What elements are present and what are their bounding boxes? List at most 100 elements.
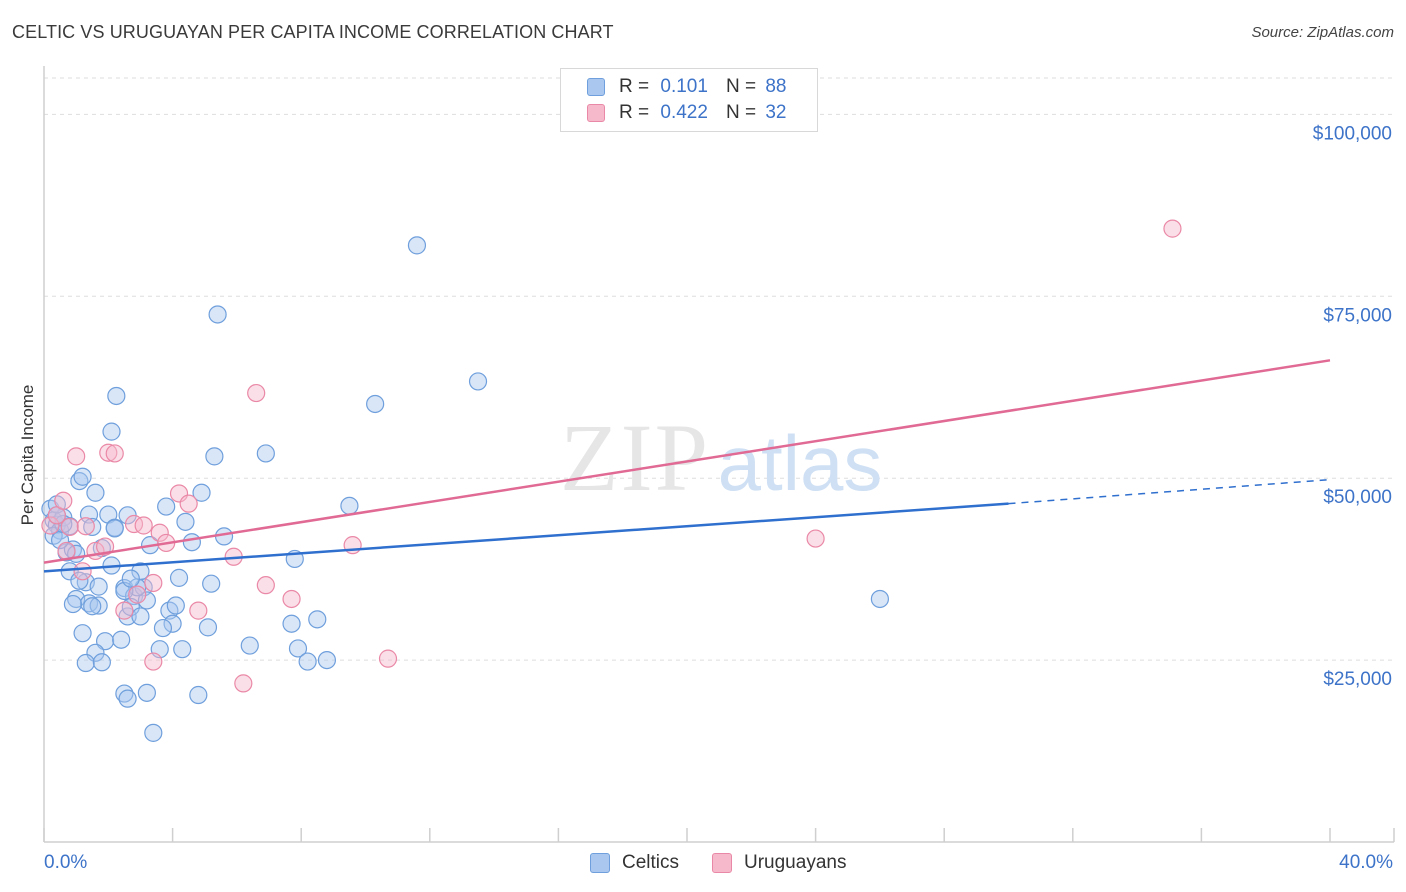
celtics-point-66 (118, 689, 137, 708)
celtics-point-20 (107, 386, 126, 406)
celtics-point-86 (89, 577, 108, 596)
celtics-point-62 (407, 236, 427, 255)
celtics-point-68 (189, 685, 208, 705)
uruguayans-point-7 (95, 537, 115, 556)
celtics-swatch (587, 78, 605, 96)
celtics-point-13 (73, 467, 92, 486)
celtics-point-63 (468, 372, 488, 391)
uruguayans-points (41, 219, 1182, 693)
uruguayans-point-23 (378, 649, 398, 668)
y-tick-label-3: $100,000 (1313, 123, 1392, 144)
uruguayans-point-8 (99, 443, 118, 462)
celtics-legend-label: Celtics (622, 852, 680, 873)
celtics-point-15 (86, 483, 105, 502)
celtics-point-73 (131, 562, 150, 581)
celtics-point-87 (121, 569, 140, 588)
uruguayans-point-29 (73, 562, 92, 581)
celtics-point-61 (366, 394, 385, 414)
celtics-point-30 (76, 653, 95, 673)
celtics-point-56 (288, 639, 308, 658)
uruguayans-point-19 (247, 383, 266, 403)
uruguayans-point-2 (54, 491, 73, 510)
uruguayans-point-28 (1163, 219, 1182, 238)
celtics-point-26 (89, 596, 108, 615)
celtics-r-label: R = (619, 76, 650, 97)
celtics-point-67 (137, 683, 156, 702)
uruguayans-r-value: 0.422 (660, 102, 708, 123)
celtics-point-21 (83, 517, 102, 537)
y-tick-label-2: $75,000 (1323, 305, 1392, 326)
uruguayans-trend-line (43, 359, 1331, 564)
celtics-r-value: 0.101 (660, 76, 708, 97)
chart-title: CELTIC VS URUGUAYAN PER CAPITA INCOME CO… (12, 22, 614, 42)
celtics-point-32 (112, 630, 131, 649)
celtics-point-77 (157, 497, 176, 516)
celtics-point-31 (92, 653, 111, 672)
correlation-legend: R = 0.101 N = 88 R = 0.422 N = 32 (560, 68, 818, 132)
celtics-point-71 (83, 597, 102, 616)
celtics-point-58 (308, 610, 327, 629)
uruguayans-point-5 (76, 517, 95, 536)
uruguayans-point-20 (256, 576, 275, 595)
uruguayans-point-9 (105, 444, 124, 463)
celtics-point-54 (256, 444, 275, 463)
uruguayans-point-13 (150, 523, 169, 542)
celtics-legend-swatch (590, 853, 610, 873)
celtics-point-48 (192, 483, 211, 502)
uruguayans-n-label: N = (725, 102, 757, 123)
x-tick-label-max: 40.0% (1339, 852, 1393, 873)
celtics-point-46 (176, 512, 195, 531)
celtics-point-44 (173, 640, 192, 659)
celtics-point-60 (340, 496, 359, 515)
celtics-n-label: N = (725, 76, 757, 97)
celtics-point-64 (208, 305, 227, 324)
uruguayans-point-10 (124, 514, 144, 534)
uruguayans-point-25 (144, 652, 163, 671)
y-tick-label-0: $25,000 (1323, 669, 1392, 690)
watermark-zip: ZIP (560, 404, 710, 511)
uruguayans-point-11 (134, 516, 153, 535)
y-tick-labels: $25,000 $50,000 $75,000 $100,000 (1313, 123, 1392, 690)
uruguayans-legend-swatch (712, 853, 732, 873)
celtics-point-69 (144, 723, 163, 742)
series-legend: Celtics Uruguayans (0, 852, 1406, 878)
celtics-point-82 (153, 618, 173, 638)
celtics-point-50 (202, 574, 221, 593)
uruguayans-point-31 (128, 585, 147, 604)
celtics-point-80 (282, 614, 301, 633)
celtics-point-37 (131, 607, 150, 626)
legend-item-celtics[interactable]: Celtics (590, 852, 679, 874)
legend-row-uruguayans: R = 0.422 N = 32 (587, 101, 786, 125)
source-credit: Source: ZipAtlas.com (1251, 24, 1394, 41)
uruguayans-swatch (587, 104, 605, 122)
uruguayans-point-0 (41, 516, 60, 535)
celtics-point-39 (137, 591, 156, 610)
uruguayans-n-value: 32 (765, 102, 787, 123)
uruguayans-point-26 (234, 674, 253, 693)
celtics-point-47 (182, 533, 201, 552)
celtics-point-57 (298, 652, 317, 671)
celtics-point-34 (118, 607, 137, 626)
celtics-point-28 (95, 632, 115, 651)
celtics-point-43 (163, 614, 182, 633)
y-tick-label-1: $50,000 (1323, 487, 1392, 508)
celtics-trend-extension (1008, 478, 1331, 505)
uruguayans-point-21 (282, 589, 301, 609)
legend-row-celtics: R = 0.101 N = 88 (587, 75, 786, 99)
uruguayans-point-17 (189, 601, 208, 620)
celtics-point-53 (240, 636, 259, 655)
celtics-point-59 (317, 650, 337, 670)
gridlines (44, 77, 1394, 661)
celtics-point-76 (70, 571, 89, 590)
legend-item-uruguayans[interactable]: Uruguayans (712, 852, 846, 874)
uruguayans-legend-label: Uruguayans (744, 852, 847, 873)
axes (43, 66, 1395, 843)
celtics-point-81 (870, 589, 890, 609)
celtics-point-49 (198, 618, 218, 637)
celtics-point-45 (169, 568, 189, 587)
uruguayans-point-27 (806, 529, 825, 548)
celtics-point-78 (105, 519, 124, 538)
x-tick-label-min: 0.0% (44, 852, 88, 873)
uruguayans-point-3 (60, 517, 79, 537)
